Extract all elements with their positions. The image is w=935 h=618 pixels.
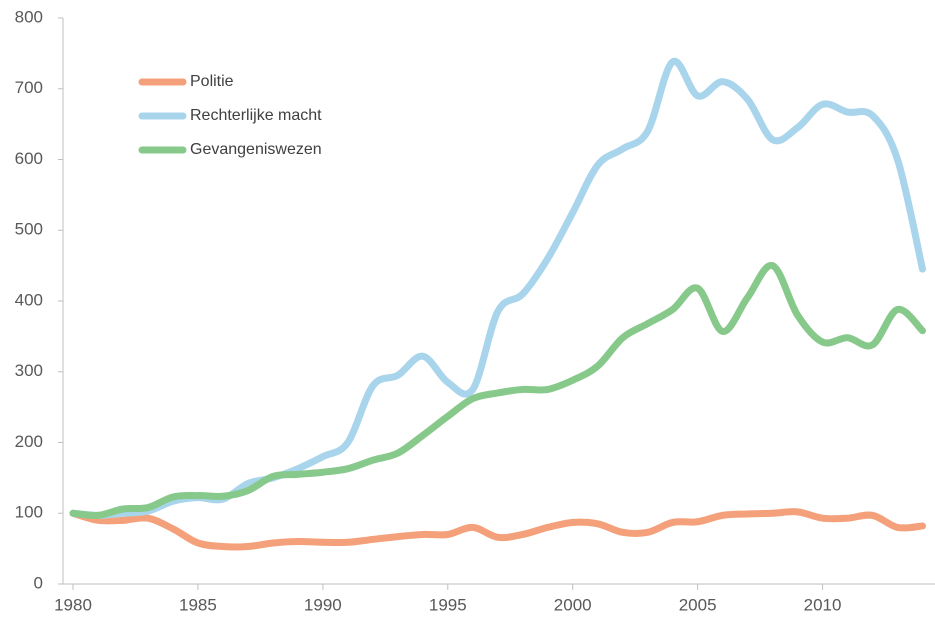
y-tick-label: 100 (15, 503, 43, 522)
series-line (69, 508, 927, 551)
y-tick-label: 700 (15, 78, 43, 97)
x-tick-label: 2000 (554, 595, 592, 614)
series-line (69, 262, 927, 519)
y-tick-label: 200 (15, 432, 43, 451)
y-tick-label: 0 (34, 573, 43, 592)
series-line (69, 57, 927, 519)
legend-label: Rechterlijke macht (190, 107, 322, 124)
y-tick-label: 400 (15, 290, 43, 309)
x-tick-label: 1980 (54, 595, 92, 614)
legend-label: Politie (190, 73, 234, 90)
y-tick-label: 800 (15, 7, 43, 26)
legend-label: Gevangeniswezen (190, 141, 322, 158)
x-tick-label: 1990 (304, 595, 342, 614)
y-tick-label: 500 (15, 220, 43, 239)
y-tick-label: 600 (15, 149, 43, 168)
x-tick-label: 2005 (679, 595, 717, 614)
x-tick-label: 1995 (429, 595, 467, 614)
legend: Politie Rechterlijke macht Gevangeniswezen (138, 73, 322, 158)
y-tick-label: 300 (15, 361, 43, 380)
x-tick-label: 1985 (179, 595, 217, 614)
x-tick-label: 2010 (804, 595, 842, 614)
